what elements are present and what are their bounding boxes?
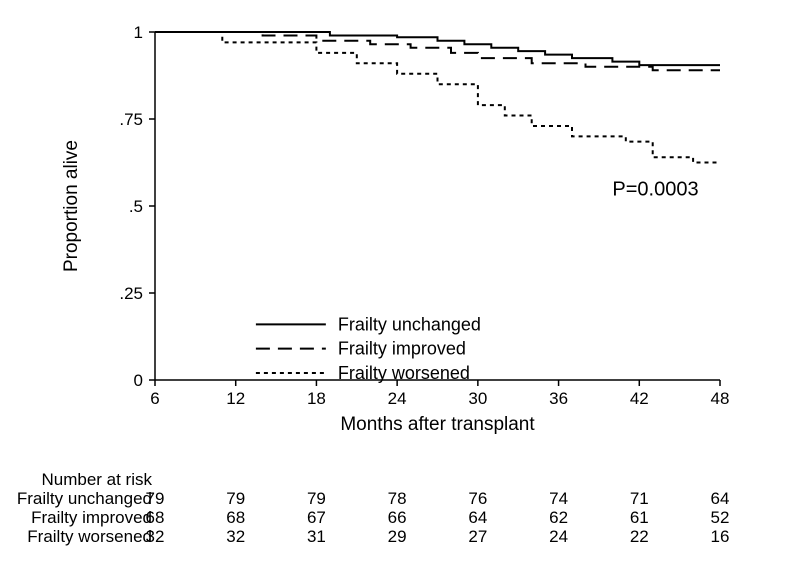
series-shortdash [155,32,720,163]
risk-cell: 67 [307,508,326,527]
legend-label: Frailty improved [338,339,466,359]
risk-cell: 32 [226,527,245,546]
risk-cell: 79 [226,489,245,508]
x-tick-label: 36 [549,389,568,408]
risk-cell: 62 [549,508,568,527]
y-axis-title: Proportion alive [61,140,82,272]
x-tick-label: 18 [307,389,326,408]
risk-cell: 64 [468,508,487,527]
x-tick-label: 6 [150,389,159,408]
risk-cell: 16 [711,527,730,546]
risk-cell: 71 [630,489,649,508]
x-tick-label: 48 [711,389,730,408]
y-tick-label: .25 [119,284,143,303]
x-tick-label: 24 [388,389,407,408]
km-chart: 0.25.5.751612182430364248Months after tr… [0,0,800,581]
risk-cell: 79 [307,489,326,508]
legend-label: Frailty worsened [338,363,470,383]
risk-table-header: Number at risk [41,470,152,489]
risk-row-label: Frailty improved [31,508,152,527]
p-value: P=0.0003 [612,179,698,201]
x-tick-label: 42 [630,389,649,408]
risk-cell: 78 [388,489,407,508]
risk-cell: 52 [711,508,730,527]
risk-cell: 68 [226,508,245,527]
risk-cell: 32 [146,527,165,546]
risk-cell: 79 [146,489,165,508]
x-axis-title: Months after transplant [340,414,535,435]
risk-cell: 74 [549,489,568,508]
y-tick-label: .75 [119,110,143,129]
x-tick-label: 12 [226,389,245,408]
risk-cell: 76 [468,489,487,508]
y-tick-label: 0 [134,371,143,390]
risk-row-label: Frailty unchanged [17,489,152,508]
x-tick-label: 30 [468,389,487,408]
risk-cell: 68 [146,508,165,527]
risk-cell: 29 [388,527,407,546]
risk-cell: 27 [468,527,487,546]
risk-cell: 66 [388,508,407,527]
risk-row-label: Frailty worsened [27,527,152,546]
risk-cell: 24 [549,527,568,546]
legend-label: Frailty unchanged [338,314,481,334]
risk-cell: 61 [630,508,649,527]
risk-cell: 31 [307,527,326,546]
y-tick-label: .5 [129,197,143,216]
y-tick-label: 1 [134,23,143,42]
risk-cell: 64 [711,489,730,508]
risk-cell: 22 [630,527,649,546]
